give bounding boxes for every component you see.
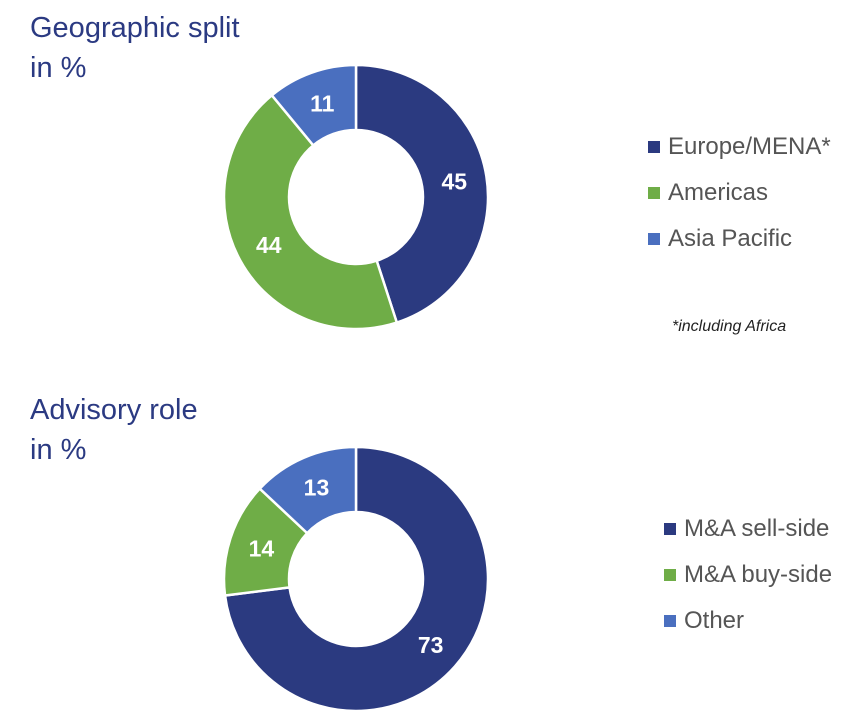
legend-label: Asia Pacific bbox=[668, 225, 793, 252]
legend-item: Europe/MENA* bbox=[648, 124, 831, 170]
slice-value-label: 11 bbox=[310, 90, 335, 116]
legend-label: M&A buy-side bbox=[684, 561, 833, 588]
legend-swatch bbox=[648, 187, 660, 199]
pie-slice bbox=[270, 63, 358, 148]
pie-slice bbox=[222, 93, 399, 331]
slice-value-label: 45 bbox=[441, 168, 467, 194]
legend-item: M&A buy-side bbox=[664, 552, 832, 598]
legend-swatch bbox=[664, 523, 676, 535]
advisory-donut: 73 14 13 bbox=[222, 445, 490, 712]
legend-item: Americas bbox=[648, 170, 831, 216]
geographic-donut: 45 44 11 bbox=[222, 63, 490, 331]
legend-item: Other bbox=[664, 598, 832, 644]
advisory-role-chart: Advisory role in % 73 14 13 M&A sell-side … bbox=[0, 382, 866, 712]
footnote: *including Africa bbox=[672, 318, 787, 335]
legend-item: Asia Pacific bbox=[648, 216, 831, 262]
pie-slice bbox=[354, 63, 490, 325]
legend: Europe/MENA* Americas Asia Pacific bbox=[648, 124, 831, 262]
legend-label: M&A sell-side bbox=[684, 515, 830, 542]
slice-value-label: 14 bbox=[249, 535, 275, 561]
slice-value-label: 73 bbox=[418, 632, 444, 658]
pie-slice bbox=[258, 445, 358, 535]
legend-swatch bbox=[664, 615, 676, 627]
chart-title: Advisory role in % bbox=[30, 390, 198, 470]
chart-title: Geographic split in % bbox=[30, 8, 240, 88]
chart-title-line-1: Advisory role bbox=[30, 394, 198, 426]
legend-swatch bbox=[648, 141, 660, 153]
legend-label: Other bbox=[684, 607, 745, 634]
legend: M&A sell-side M&A buy-side Other bbox=[664, 506, 832, 644]
chart-title-line-2: in % bbox=[30, 52, 87, 84]
legend-swatch bbox=[664, 569, 676, 581]
geographic-split-chart: Geographic split in % 45 44 11 Europe/MENA… bbox=[30, 8, 831, 335]
legend-label: Americas bbox=[668, 179, 769, 206]
pie-slice bbox=[223, 445, 490, 712]
chart-title-line-1: Geographic split bbox=[30, 12, 240, 44]
legend-swatch bbox=[648, 233, 660, 245]
slice-value-label: 13 bbox=[304, 475, 330, 501]
slice-value-label: 44 bbox=[256, 232, 282, 258]
legend-item: M&A sell-side bbox=[664, 506, 832, 552]
legend-label: Europe/MENA* bbox=[668, 133, 831, 160]
chart-title-line-2: in % bbox=[30, 434, 87, 466]
